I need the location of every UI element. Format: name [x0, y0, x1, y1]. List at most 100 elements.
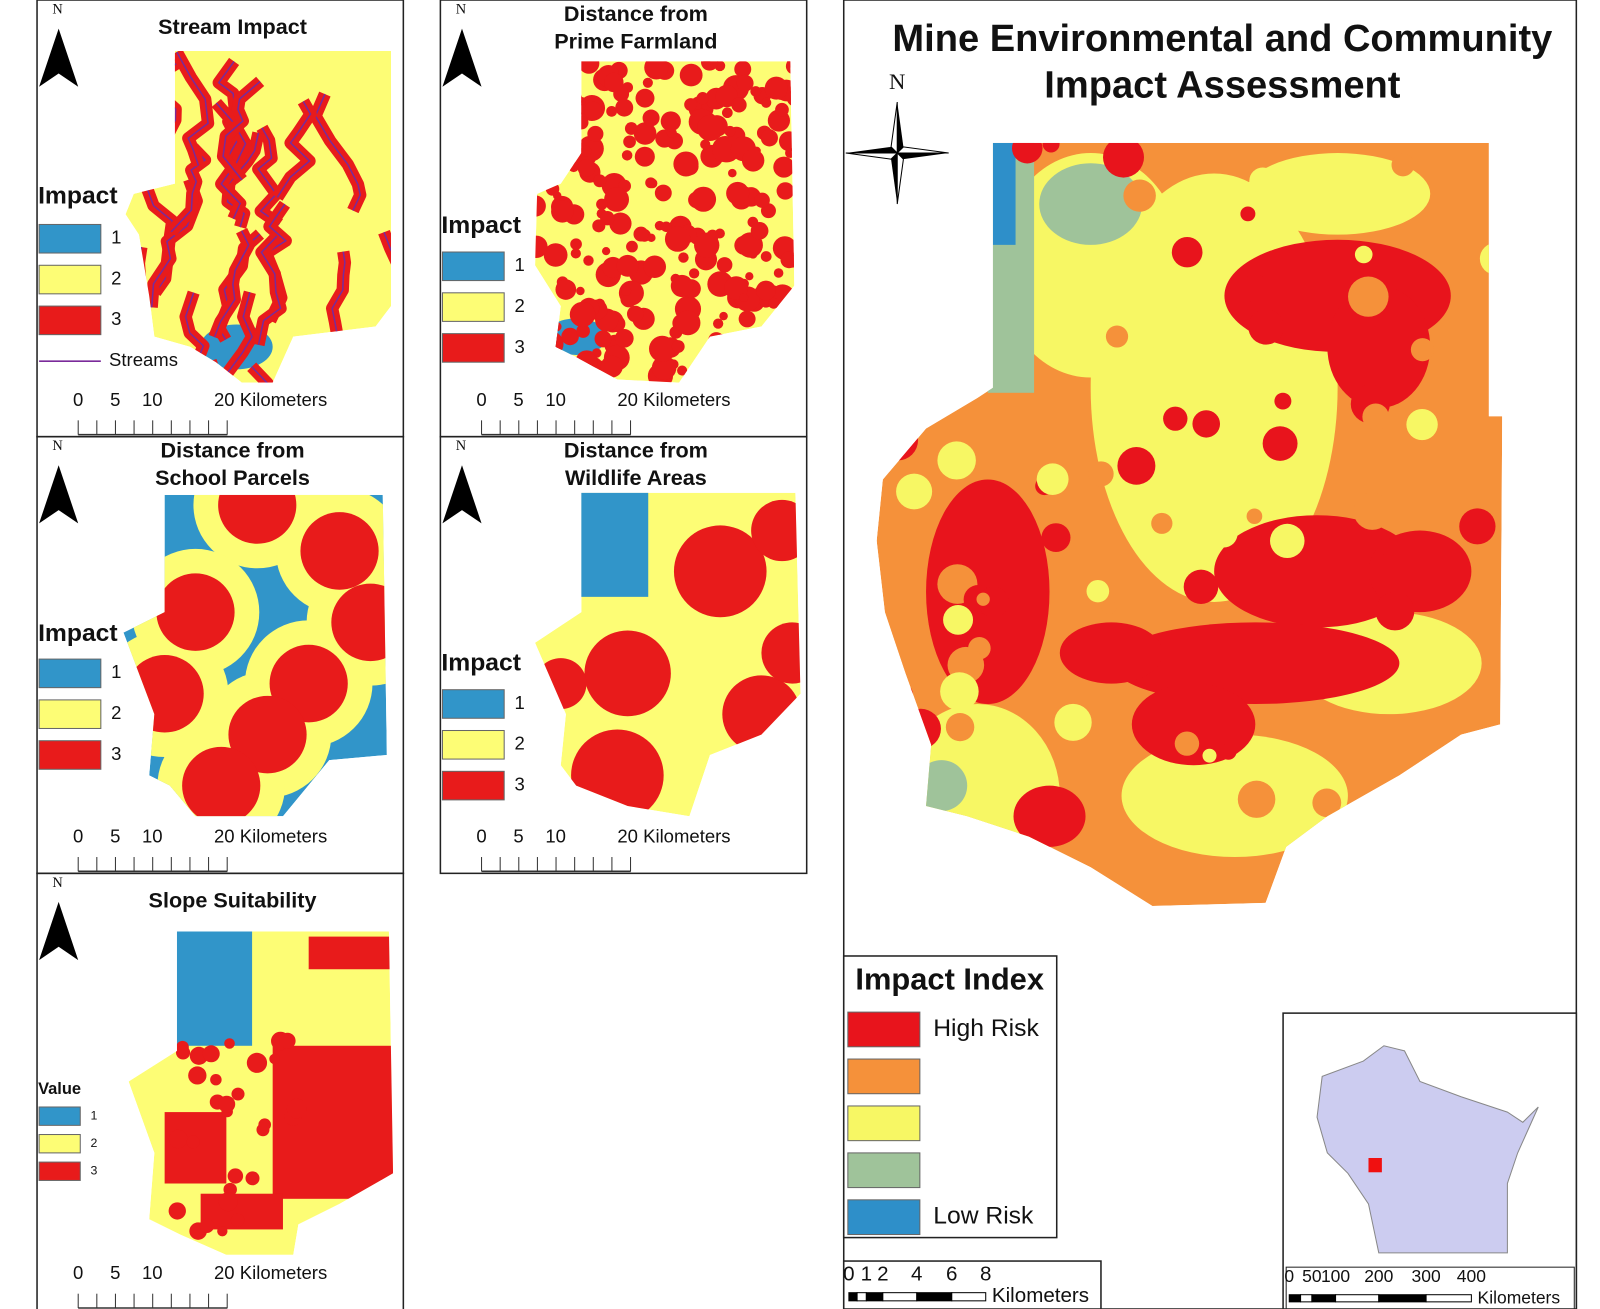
map-zone: [773, 156, 795, 178]
map-zone: [645, 177, 657, 189]
legend-label: High Risk: [933, 1015, 1039, 1042]
map-zone: [700, 139, 711, 150]
map-zone: [768, 297, 780, 309]
legend-label: 3: [91, 1164, 98, 1178]
map-zone: [626, 240, 638, 253]
scale-label: 20 Kilometers: [214, 389, 327, 410]
scale-unit: Kilometers: [992, 1284, 1089, 1307]
map-stream: [383, 231, 391, 351]
map-zone: [594, 330, 612, 348]
scale-label: 10: [142, 389, 163, 410]
map-zone: [1312, 788, 1342, 818]
map-zone: [654, 184, 672, 202]
map-zone: [218, 1095, 236, 1113]
scale-label: 10: [545, 389, 566, 410]
map-zone: [210, 1074, 222, 1086]
panel-map: [125, 51, 391, 383]
map-zone: [679, 63, 703, 87]
inset-scale-label: 200: [1364, 1266, 1393, 1286]
map-stream: [170, 147, 207, 233]
map-zone: [535, 235, 548, 258]
legend-swatch: [441, 333, 505, 363]
inset-study-area: [1368, 1158, 1382, 1173]
map-zone: [1177, 348, 1195, 365]
map-zone: [1274, 392, 1292, 410]
map-zone: [576, 324, 590, 338]
legend-label: 2: [111, 267, 121, 288]
map-zone: [585, 369, 603, 383]
scale-label: 0: [843, 1263, 854, 1286]
map-zone: [634, 146, 655, 167]
map-zone: [633, 226, 649, 242]
legend-title: Impact: [441, 212, 521, 239]
map-zone: [785, 61, 795, 75]
map-zone: [724, 125, 736, 137]
map-zone: [1249, 167, 1277, 194]
map-zone: [1348, 276, 1389, 317]
map-zone: [535, 119, 542, 128]
map-zone: [776, 182, 795, 200]
map-zone: [751, 499, 801, 562]
north-arrow: [442, 465, 482, 524]
legend-label: 1: [111, 227, 121, 248]
scale-label: 0: [476, 826, 486, 847]
north-label: N: [52, 875, 63, 891]
map-zone: [1171, 237, 1203, 268]
map-zone: [1410, 338, 1435, 362]
legend-label: 1: [514, 692, 524, 713]
map-zone: [570, 248, 581, 259]
panel-title: Distance from: [161, 439, 305, 463]
scale-segment: [856, 1292, 867, 1302]
scale-label: 10: [545, 826, 566, 847]
map-stream: [147, 62, 178, 155]
scale-label: 20 Kilometers: [214, 1262, 327, 1283]
map-zone: [714, 334, 730, 349]
map-zone: [741, 149, 765, 172]
map-zone: [535, 155, 543, 170]
map-zone: [761, 622, 801, 684]
map-zone: [649, 335, 676, 362]
map-zone: [535, 61, 557, 84]
map-zone: [754, 192, 770, 208]
map-zone: [547, 143, 559, 155]
legend-swatch: [38, 699, 102, 729]
map-zone: [624, 122, 638, 135]
map-zone: [746, 335, 770, 359]
map-zone: [1174, 731, 1200, 756]
scale-label: 8: [980, 1263, 991, 1286]
scale-label: 20 Kilometers: [214, 826, 327, 847]
map-zone: [230, 1213, 245, 1227]
map-zone: [750, 222, 769, 240]
legend-title: Impact: [38, 620, 118, 647]
legend-label: 2: [111, 702, 121, 723]
main-map: [876, 142, 1503, 906]
inset-scale-label: 300: [1412, 1266, 1441, 1286]
map-zone: [691, 361, 713, 383]
map-zone: [188, 1066, 207, 1085]
map-zone: [775, 102, 789, 117]
map-zone: [258, 1118, 272, 1131]
map-zone: [671, 340, 685, 353]
panel-title: Distance from: [564, 439, 708, 463]
map-zone: [780, 251, 795, 269]
map-zone: [756, 280, 776, 301]
north-arrow: [39, 28, 79, 87]
map-zone: [331, 583, 387, 662]
map-zone: [552, 134, 580, 162]
map-zone: [1086, 579, 1110, 603]
map-zone: [778, 131, 795, 152]
map-zone: [750, 86, 762, 97]
legend-swatch: [847, 1058, 921, 1095]
map-zone: [570, 93, 583, 106]
panel-title: Stream Impact: [158, 15, 307, 39]
map-zone: [1216, 373, 1257, 414]
map-zone: [300, 512, 379, 590]
map-zone: [228, 695, 307, 774]
map-zone: [1362, 403, 1389, 430]
main-frame: [842, 0, 1578, 1309]
scale-label: 0: [73, 1262, 83, 1283]
scale-label: 5: [513, 826, 523, 847]
map-zone: [1151, 512, 1173, 534]
panel-map: [535, 61, 795, 383]
map-zone: [202, 1045, 220, 1063]
